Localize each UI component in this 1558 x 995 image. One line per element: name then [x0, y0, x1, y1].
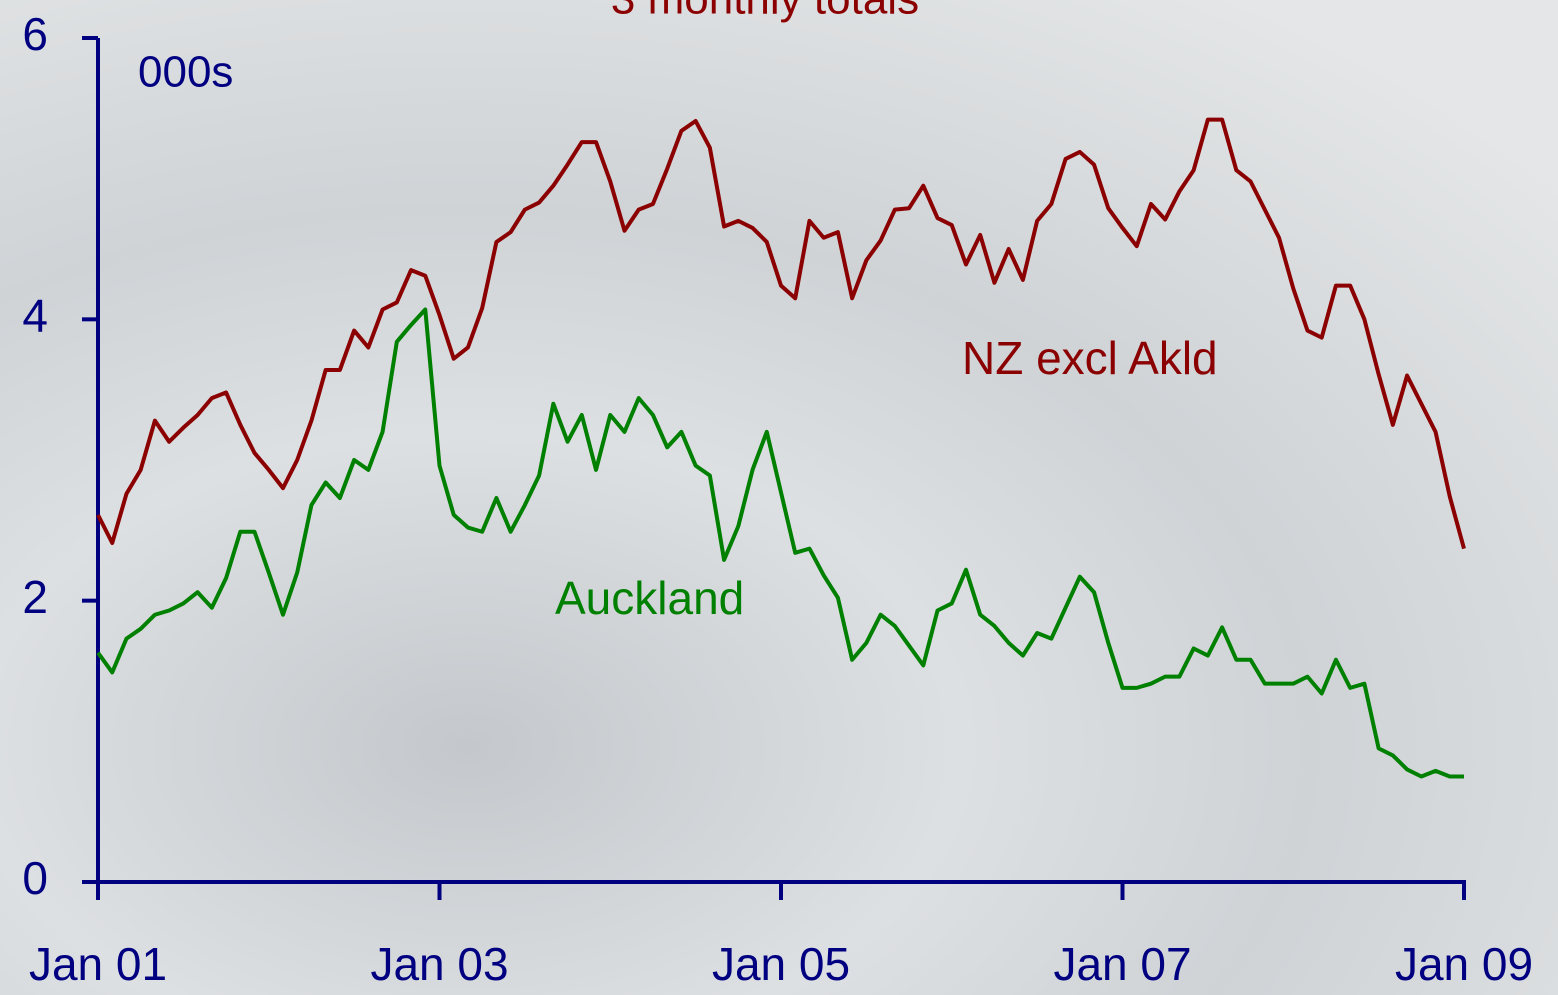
y-tick-label: 6: [22, 8, 48, 60]
y-tick-label: 2: [22, 571, 48, 623]
series-label: NZ excl Akld: [962, 332, 1218, 384]
y-axis-label: 000s: [138, 48, 233, 97]
y-tick-label: 4: [22, 289, 48, 341]
series-label: Auckland: [555, 572, 744, 624]
x-tick-label: Jan 07: [1053, 938, 1191, 990]
chart-title: 3 monthly totals: [611, 0, 919, 24]
line-series: [96, 117, 1466, 550]
line-series: [96, 307, 1464, 779]
x-tick-label: Jan 01: [29, 938, 167, 990]
x-tick-label: Jan 05: [712, 938, 850, 990]
x-tick-label: Jan 09: [1395, 938, 1533, 990]
y-tick-label: 0: [22, 852, 48, 904]
x-tick-label: Jan 03: [370, 938, 508, 990]
